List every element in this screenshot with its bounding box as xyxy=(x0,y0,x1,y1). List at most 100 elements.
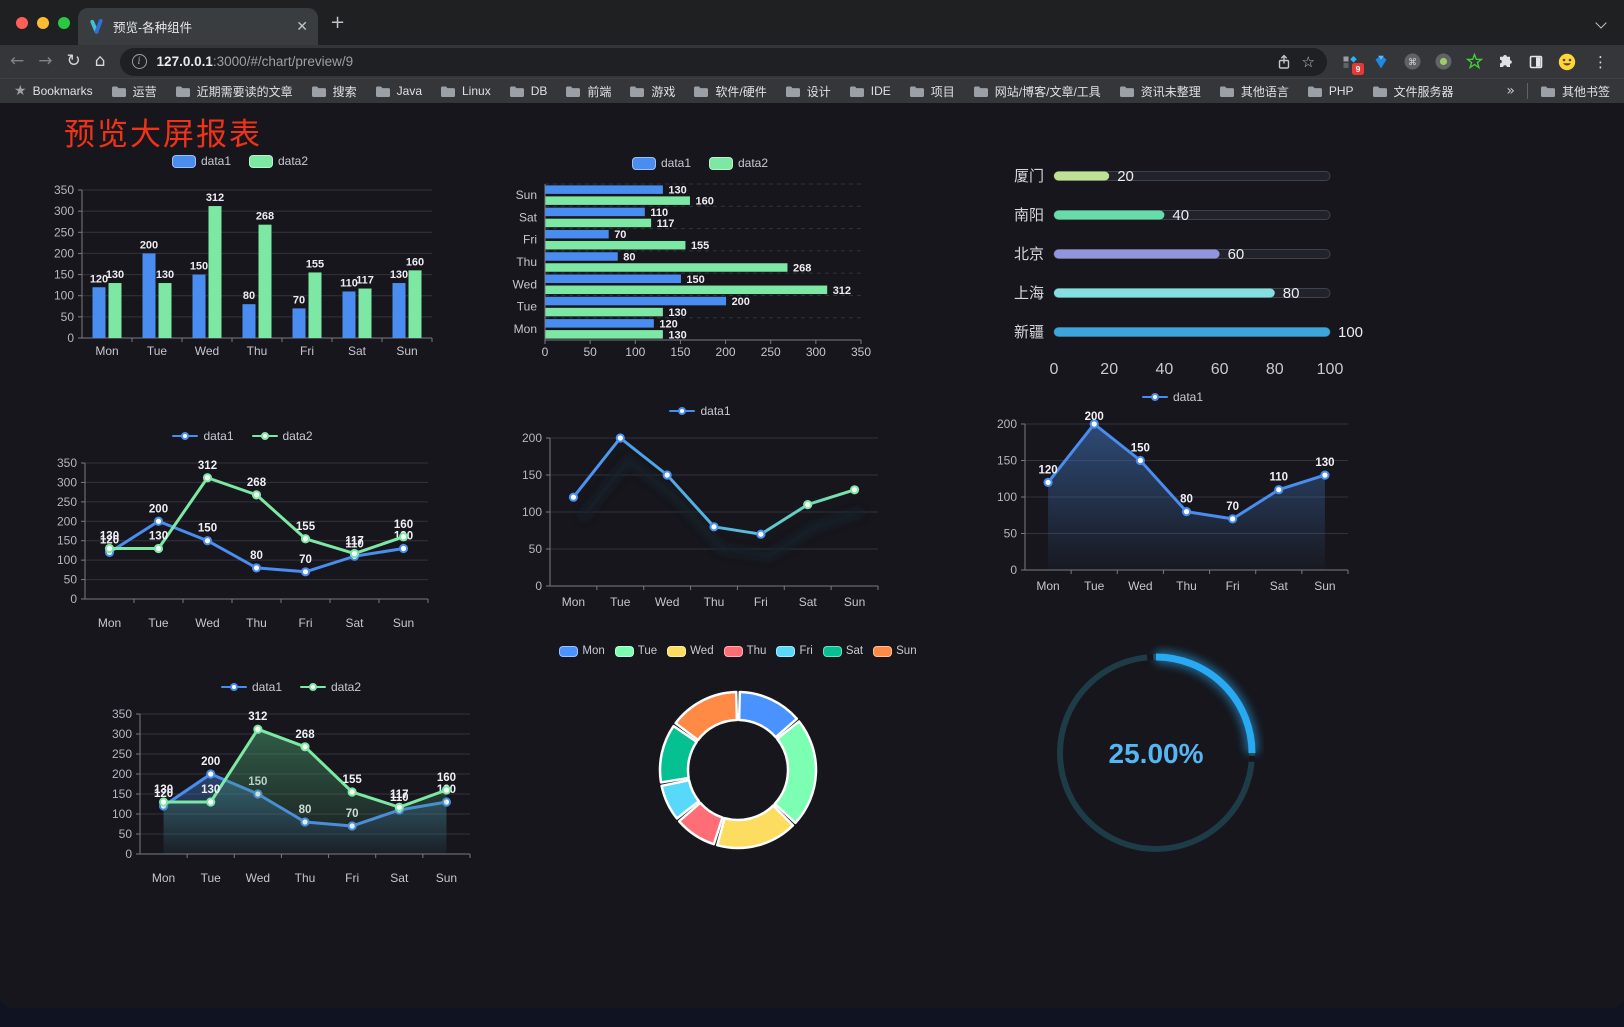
svg-text:Mon: Mon xyxy=(562,595,585,609)
legend-item-Wed[interactable]: Wed xyxy=(667,645,714,657)
svg-text:200: 200 xyxy=(997,417,1017,431)
bookmark-folder[interactable]: 资讯未整理 xyxy=(1119,83,1201,100)
folder-icon xyxy=(849,86,864,97)
bookmark-folder[interactable]: 其他语言 xyxy=(1219,83,1289,100)
progress-bar-chart[interactable]: 厦门 20 南阳 40 北京 60 上海 80 新疆 100 0 20 40 60 80 100 xyxy=(998,158,1366,386)
legend-item-data1[interactable]: data1 xyxy=(171,154,231,168)
svg-text:300: 300 xyxy=(57,475,77,489)
legend-item-data2[interactable]: data2 xyxy=(249,154,308,168)
tab-search-chevron-icon[interactable] xyxy=(1596,18,1606,28)
svg-text:100: 100 xyxy=(522,505,542,519)
svg-text:Mon: Mon xyxy=(1036,579,1059,593)
bookmark-folder[interactable]: Java xyxy=(375,84,422,98)
forward-icon[interactable]: → xyxy=(38,51,53,71)
bookmark-folder[interactable]: DB xyxy=(509,84,547,98)
extension-grid-diamond-icon[interactable]: 9 xyxy=(1341,53,1364,75)
bookmark-folder[interactable]: 搜索 xyxy=(311,83,357,100)
svg-text:350: 350 xyxy=(112,707,132,721)
extension-command-icon[interactable]: ⌘ xyxy=(1403,53,1421,71)
window-close-button[interactable] xyxy=(16,17,28,29)
tab-close-icon[interactable]: ✕ xyxy=(296,18,308,35)
legend-item-data2[interactable]: data2 xyxy=(251,429,313,443)
svg-text:40: 40 xyxy=(1156,361,1174,378)
bookmark-folder[interactable]: 运营 xyxy=(111,83,157,100)
bookmark-folder[interactable]: 文件服务器 xyxy=(1372,83,1454,100)
extension-green-dot-icon[interactable] xyxy=(1434,53,1452,71)
bookmark-star-icon[interactable]: ☆ xyxy=(1301,52,1315,71)
legend-item-data1[interactable]: data1 xyxy=(1141,390,1203,404)
bookmark-folder[interactable]: 近期需要读的文章 xyxy=(175,83,293,100)
bookmarks-bar: ★ Bookmarks 运营 近期需要读的文章 搜索 Java Linux DB 前端 游戏 软… xyxy=(0,78,1624,103)
extension-contrast-icon[interactable] xyxy=(1527,53,1545,71)
extension-gem-icon[interactable] xyxy=(1372,53,1390,71)
legend-item-data1[interactable]: data1 xyxy=(669,404,731,418)
extension-emoji-icon[interactable] xyxy=(1558,53,1576,71)
back-icon[interactable]: ← xyxy=(10,51,25,71)
svg-text:Fri: Fri xyxy=(754,595,768,609)
legend-item-data1[interactable]: data1 xyxy=(631,156,691,170)
horizontal-bar-chart[interactable]: data1 data2 0 50 100 150 200 250 300 350 Sun 130 160… xyxy=(505,152,895,362)
bookmarks-manager-item[interactable]: ★ Bookmarks xyxy=(14,83,93,99)
bookmark-folder[interactable]: 前端 xyxy=(565,83,611,100)
svg-text:120: 120 xyxy=(1038,464,1057,476)
menu-kebab-icon[interactable]: ⋮ xyxy=(1593,52,1608,71)
bookmark-folder[interactable]: 项目 xyxy=(909,83,955,100)
multi-line-chart[interactable]: data1 data2 0 50 100 150 200 250 300 350 Mon Tue Wed… xyxy=(45,425,440,633)
svg-text:Sun: Sun xyxy=(393,616,414,630)
svg-text:200: 200 xyxy=(732,296,750,308)
bookmarks-bar-right: » 其他书签 xyxy=(1506,83,1610,100)
legend-item-Tue[interactable]: Tue xyxy=(614,645,657,657)
legend-item-Sat[interactable]: Sat xyxy=(822,645,863,657)
svg-text:250: 250 xyxy=(761,345,781,359)
window-minimize-button[interactable] xyxy=(37,17,49,29)
legend-item-data2[interactable]: data2 xyxy=(709,156,768,170)
page-title: 预览大屏报表 xyxy=(64,117,262,152)
bookmark-folder[interactable]: PHP xyxy=(1307,84,1354,98)
grouped-bar-chart[interactable]: data1 data2 0 50 100 150 200 250 300 350 Mon Tue Wed… xyxy=(40,150,440,362)
svg-text:Sun: Sun xyxy=(1314,579,1335,593)
new-tab-button[interactable]: + xyxy=(330,12,346,33)
share-icon[interactable] xyxy=(1276,54,1292,70)
address-bar[interactable]: i 127.0.0.1:3000/#/chart/preview/9 ☆ xyxy=(119,47,1327,76)
site-info-icon[interactable]: i xyxy=(131,54,147,69)
gauge-chart[interactable]: 25.00% xyxy=(1048,645,1264,861)
window-zoom-button[interactable] xyxy=(58,17,70,29)
svg-text:Tue: Tue xyxy=(610,595,631,609)
reload-icon[interactable]: ↻ xyxy=(66,51,81,71)
browser-tab[interactable]: 预览-各种组件 ✕ xyxy=(78,8,318,45)
legend-item-Fri[interactable]: Fri xyxy=(776,645,813,657)
extensions-puzzle-icon[interactable] xyxy=(1496,53,1514,71)
svg-text:40: 40 xyxy=(1172,207,1189,224)
svg-text:80: 80 xyxy=(1266,361,1284,378)
svg-text:60: 60 xyxy=(1211,361,1229,378)
bookmark-folder[interactable]: 游戏 xyxy=(629,83,675,100)
donut-chart[interactable]: Mon Tue Wed Thu Fri Sat Sun xyxy=(557,640,919,868)
svg-text:300: 300 xyxy=(112,727,132,741)
legend-item-Mon[interactable]: Mon xyxy=(559,645,605,657)
bookmark-folder[interactable]: 设计 xyxy=(785,83,831,100)
bookmark-folder[interactable]: 软件/硬件 xyxy=(693,83,767,100)
svg-text:70: 70 xyxy=(299,554,312,566)
svg-text:312: 312 xyxy=(198,460,217,472)
url-text[interactable]: 127.0.0.1:3000/#/chart/preview/9 xyxy=(157,54,1266,69)
legend-swatch xyxy=(300,681,326,694)
other-bookmarks-folder[interactable]: 其他书签 xyxy=(1540,83,1610,100)
area-chart-single[interactable]: data1 0 50 100 150 200 Mon Tue Wed Thu Fri Sat Sun 12… xyxy=(985,386,1360,596)
bookmark-folder[interactable]: 网站/博客/文章/工具 xyxy=(973,83,1101,100)
bookmark-folder[interactable]: Linux xyxy=(440,84,491,98)
home-icon[interactable]: ⌂ xyxy=(94,51,106,71)
svg-text:60: 60 xyxy=(1228,246,1245,263)
legend-item-data2[interactable]: data2 xyxy=(300,680,361,694)
legend-item-Thu[interactable]: Thu xyxy=(723,645,766,657)
svg-text:Sat: Sat xyxy=(799,595,818,609)
extension-green-star-icon[interactable] xyxy=(1465,53,1483,71)
gradient-line-chart[interactable]: data1 0 50 100 150 200 Mon Tue Wed Thu Fri Sat Sun xyxy=(510,400,890,612)
svg-text:Wed: Wed xyxy=(1128,579,1152,593)
svg-text:117: 117 xyxy=(356,275,374,287)
area-chart-double[interactable]: data1 data2 0 50 100 150 200 250 300 350 Mon Tue Wed… xyxy=(100,676,482,888)
bookmarks-overflow-chevron[interactable]: » xyxy=(1506,83,1515,99)
legend-item-data1[interactable]: data1 xyxy=(172,429,234,443)
legend-item-Sun[interactable]: Sun xyxy=(873,645,917,657)
legend-item-data1[interactable]: data1 xyxy=(220,680,282,694)
bookmark-folder[interactable]: IDE xyxy=(849,84,891,98)
